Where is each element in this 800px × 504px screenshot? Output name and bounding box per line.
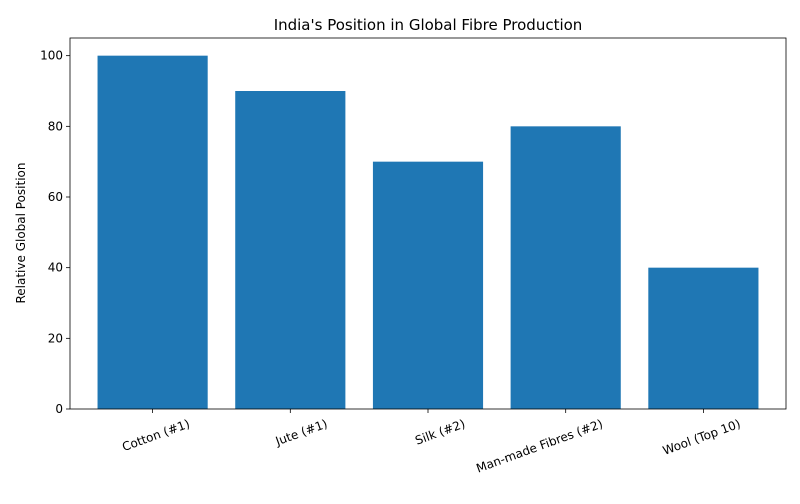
bar-0 <box>97 55 208 410</box>
y-axis: 0 20 40 60 80 100 <box>40 49 70 416</box>
chart-title: India's Position in Global Fibre Product… <box>274 16 583 34</box>
y-tick-label-0: 0 <box>55 402 63 416</box>
bar-4 <box>648 267 759 409</box>
x-tick-label-2: Silk (#2) <box>413 417 467 448</box>
bar-3 <box>510 126 621 409</box>
y-tick-label-1: 20 <box>48 331 63 345</box>
bar-series <box>97 55 759 410</box>
bar-1 <box>235 91 346 409</box>
x-tick-label-4: Wool (Top 10) <box>661 417 743 458</box>
y-axis-label: Relative Global Position <box>14 162 28 303</box>
y-tick-label-2: 40 <box>48 261 63 275</box>
bar-2 <box>372 161 484 409</box>
y-tick-label-3: 60 <box>48 190 63 204</box>
x-tick-label-0: Cotton (#1) <box>120 417 191 454</box>
x-axis: Cotton (#1) Jute (#1) Silk (#2) Man-made Fi… <box>120 409 742 476</box>
plot-frame <box>69 37 787 410</box>
x-tick-label-3: Man-made Fibres (#2) <box>474 417 604 476</box>
axes-frame <box>69 37 787 410</box>
y-tick-label-4: 80 <box>48 119 63 133</box>
y-tick-label-5: 100 <box>40 49 63 63</box>
x-tick-label-1: Jute (#1) <box>273 417 330 449</box>
